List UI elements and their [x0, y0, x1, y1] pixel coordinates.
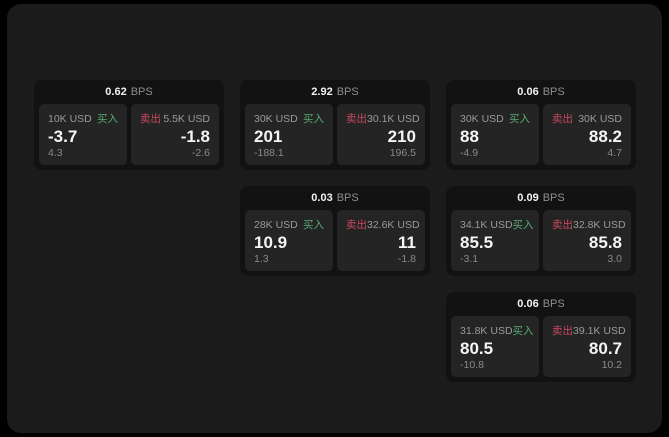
sell-panel[interactable]: 卖出 32.6K USD 11 -1.8: [337, 210, 425, 271]
buy-panel[interactable]: 30K USD 买入 88 -4.9: [451, 104, 539, 165]
bps-label: BPS: [542, 298, 565, 310]
sell-amount: 32.8K USD: [573, 218, 626, 231]
sell-delta: 3.0: [607, 253, 622, 265]
card-header: 0.03 BPS: [245, 186, 425, 210]
sell-amount: 30K USD: [578, 112, 622, 125]
sell-panel[interactable]: 卖出 32.8K USD 85.8 3.0: [543, 210, 631, 271]
bps-label: BPS: [542, 86, 565, 98]
sell-delta: -2.6: [191, 147, 210, 159]
quote-card: 0.62 BPS 10K USD 买入 -3.7 4.3 卖出 5.5K USD: [34, 80, 224, 170]
buy-panel[interactable]: 10K USD 买入 -3.7 4.3: [39, 104, 127, 165]
sell-side-label: 卖出: [346, 219, 367, 231]
quote-card: 0.09 BPS 34.1K USD 买入 85.5 -3.1 卖出 32.8K…: [446, 186, 636, 276]
bps-label: BPS: [130, 86, 153, 98]
bps-value: 0.06: [517, 86, 539, 98]
quote-card: 0.06 BPS 30K USD 买入 88 -4.9 卖出 30K USD: [446, 80, 636, 170]
sell-side-label: 卖出: [552, 219, 573, 231]
buy-amount: 34.1K USD: [460, 218, 513, 231]
card-header: 0.09 BPS: [451, 186, 631, 210]
buy-panel[interactable]: 34.1K USD 买入 85.5 -3.1: [451, 210, 539, 271]
card-header: 0.06 BPS: [451, 292, 631, 316]
buy-sell-panels: 28K USD 买入 10.9 1.3 卖出 32.6K USD 11 -1.8: [245, 210, 425, 271]
sell-delta: 10.2: [601, 359, 622, 371]
buy-price: -3.7: [48, 127, 78, 146]
buy-delta: -4.9: [460, 147, 479, 159]
buy-panel[interactable]: 31.8K USD 买入 80.5 -10.8: [451, 316, 539, 377]
buy-side-label: 买入: [303, 113, 324, 125]
buy-side-label: 买入: [509, 113, 530, 125]
buy-sell-panels: 30K USD 买入 201 -188.1 卖出 30.1K USD 210 1…: [245, 104, 425, 165]
sell-amount: 39.1K USD: [573, 324, 626, 337]
buy-delta: -10.8: [460, 359, 484, 371]
sell-side-label: 卖出: [552, 325, 573, 337]
bps-label: BPS: [542, 192, 565, 204]
sell-panel[interactable]: 卖出 5.5K USD -1.8 -2.6: [131, 104, 219, 165]
sell-price: -1.8: [180, 127, 210, 146]
buy-amount: 31.8K USD: [460, 324, 513, 337]
buy-side-label: 买入: [512, 219, 534, 231]
bps-value: 0.06: [517, 298, 539, 310]
bps-value: 0.09: [517, 192, 539, 204]
sell-amount: 32.6K USD: [367, 218, 420, 231]
bps-value: 0.62: [105, 86, 127, 98]
card-header: 2.92 BPS: [245, 80, 425, 104]
buy-amount: 28K USD: [254, 218, 298, 231]
buy-delta: 4.3: [48, 147, 63, 159]
sell-amount: 30.1K USD: [367, 112, 420, 125]
buy-sell-panels: 31.8K USD 买入 80.5 -10.8 卖出 39.1K USD 80.…: [451, 316, 631, 377]
sell-delta: 196.5: [389, 147, 416, 159]
buy-price: 10.9: [254, 233, 288, 252]
buy-price: 88: [460, 127, 479, 146]
buy-price: 85.5: [460, 233, 494, 252]
buy-side-label: 买入: [512, 325, 534, 337]
sell-price: 88.2: [588, 127, 622, 146]
sell-delta: 4.7: [607, 147, 622, 159]
sell-amount: 5.5K USD: [163, 112, 210, 125]
buy-delta: -3.1: [460, 253, 479, 265]
buy-panel[interactable]: 30K USD 买入 201 -188.1: [245, 104, 333, 165]
buy-panel[interactable]: 28K USD 买入 10.9 1.3: [245, 210, 333, 271]
bps-value: 2.92: [311, 86, 333, 98]
sell-delta: -1.8: [397, 253, 416, 265]
card-header: 0.62 BPS: [39, 80, 219, 104]
bps-label: BPS: [336, 86, 359, 98]
quote-card: 2.92 BPS 30K USD 买入 201 -188.1 卖出 30.1K …: [240, 80, 430, 170]
buy-sell-panels: 30K USD 买入 88 -4.9 卖出 30K USD 88.2 4.7: [451, 104, 631, 165]
sell-price: 85.8: [588, 233, 622, 252]
buy-delta: 1.3: [254, 253, 269, 265]
sell-price: 11: [398, 233, 416, 252]
sell-side-label: 卖出: [346, 113, 367, 125]
buy-sell-panels: 10K USD 买入 -3.7 4.3 卖出 5.5K USD -1.8 -2.…: [39, 104, 219, 165]
card-header: 0.06 BPS: [451, 80, 631, 104]
buy-side-label: 买入: [303, 219, 324, 231]
buy-sell-panels: 34.1K USD 买入 85.5 -3.1 卖出 32.8K USD 85.8…: [451, 210, 631, 271]
buy-side-label: 买入: [97, 113, 118, 125]
buy-price: 201: [254, 127, 283, 146]
sell-side-label: 卖出: [552, 113, 573, 125]
buy-price: 80.5: [460, 339, 494, 358]
sell-price: 80.7: [588, 339, 622, 358]
sell-panel[interactable]: 卖出 30.1K USD 210 196.5: [337, 104, 425, 165]
sell-panel[interactable]: 卖出 30K USD 88.2 4.7: [543, 104, 631, 165]
quote-card: 0.03 BPS 28K USD 买入 10.9 1.3 卖出 32.6K US…: [240, 186, 430, 276]
bps-label: BPS: [336, 192, 359, 204]
buy-amount: 30K USD: [460, 112, 504, 125]
buy-delta: -188.1: [254, 147, 284, 159]
sell-side-label: 卖出: [140, 113, 161, 125]
sell-panel[interactable]: 卖出 39.1K USD 80.7 10.2: [543, 316, 631, 377]
buy-amount: 30K USD: [254, 112, 298, 125]
quote-card-grid: 0.62 BPS 10K USD 买入 -3.7 4.3 卖出 5.5K USD: [34, 80, 636, 382]
quote-card: 0.06 BPS 31.8K USD 买入 80.5 -10.8 卖出 39.1…: [446, 292, 636, 382]
sell-price: 210: [387, 127, 416, 146]
app-page: 0.62 BPS 10K USD 买入 -3.7 4.3 卖出 5.5K USD: [7, 4, 662, 433]
bps-value: 0.03: [311, 192, 333, 204]
buy-amount: 10K USD: [48, 112, 92, 125]
